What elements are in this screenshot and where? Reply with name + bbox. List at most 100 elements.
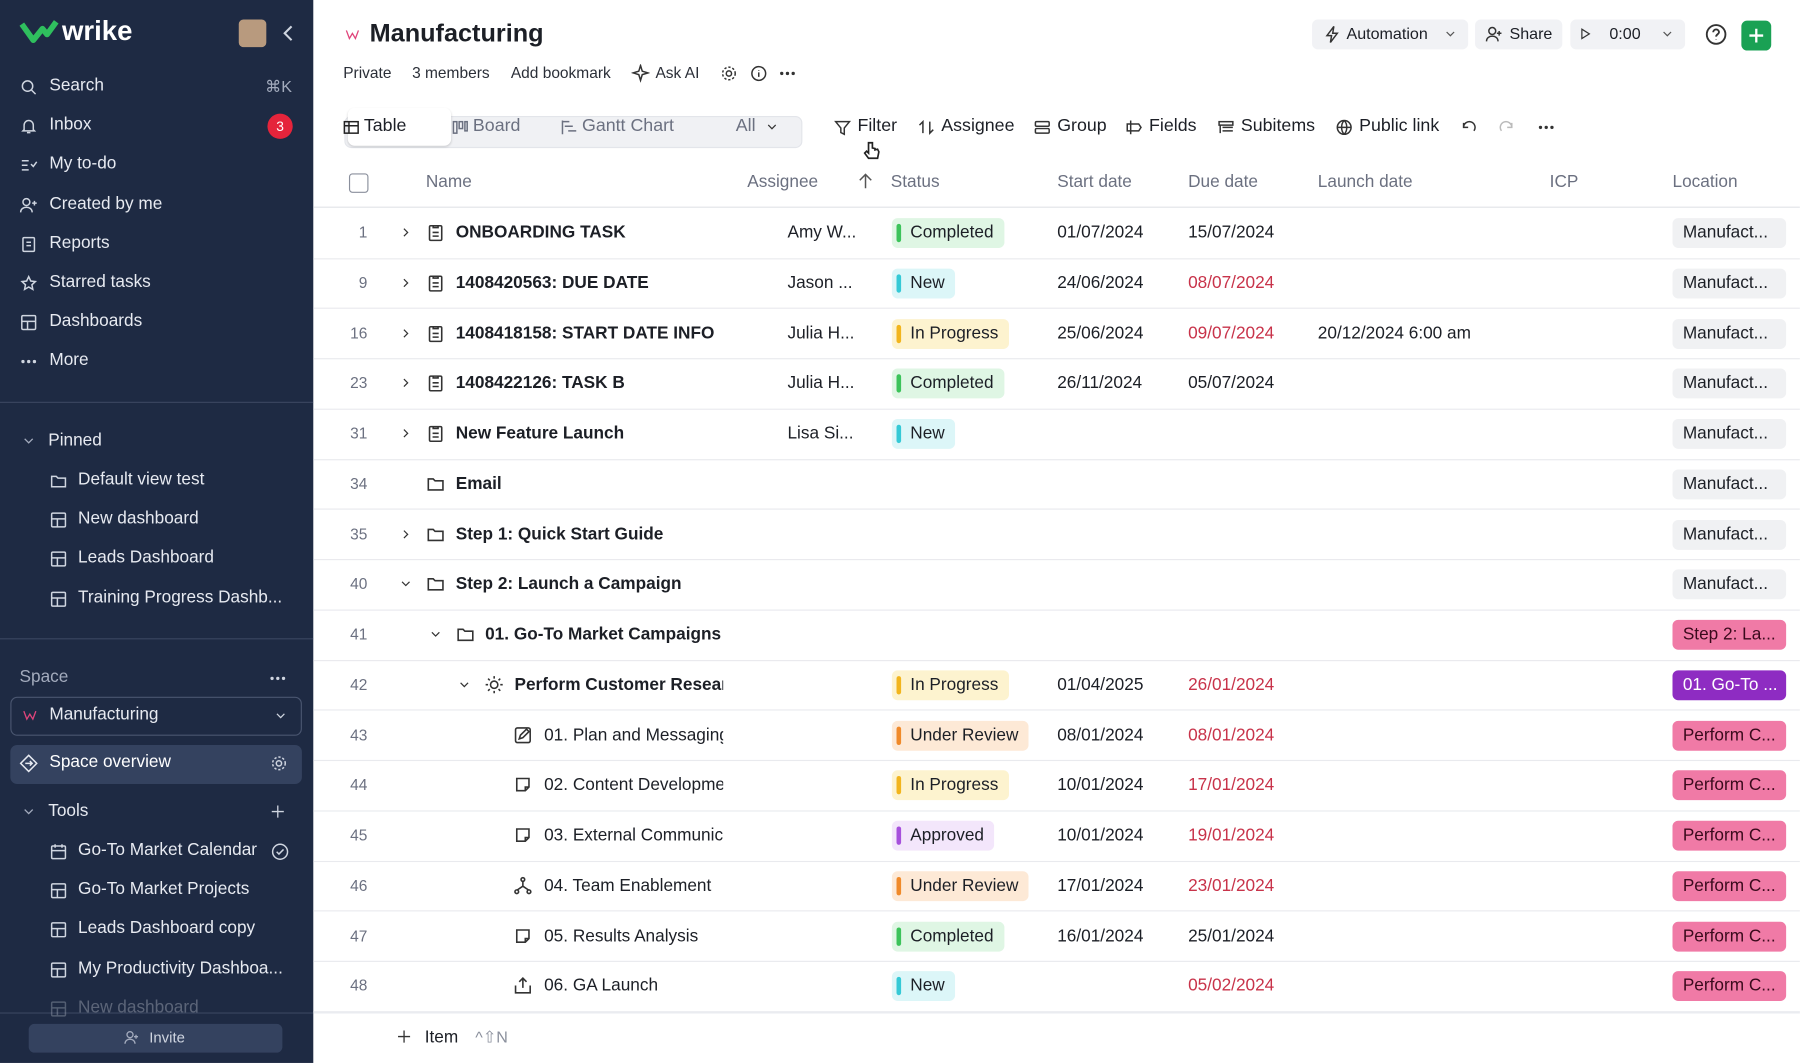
pinned-item[interactable]: New dashboard <box>78 508 199 529</box>
nav-item[interactable]: My to-do <box>49 154 117 174</box>
table-row[interactable]: 45 03. External Communication Approved 10/0… <box>313 810 1800 862</box>
nav-item[interactable]: Created by me <box>49 193 163 214</box>
task-name[interactable]: 01. Plan and Messaging <box>544 724 724 745</box>
view-tab[interactable]: Board <box>472 115 521 136</box>
task-name[interactable]: 05. Results Analysis <box>544 925 699 946</box>
table-row[interactable]: 9 1408420563: DUE DATE Jason ... New 24/06/2… <box>313 258 1800 310</box>
location-chip[interactable]: Perform C... <box>1672 720 1787 751</box>
location-chip[interactable]: Manufact... <box>1672 218 1787 248</box>
status-chip[interactable]: New <box>891 418 956 449</box>
tool-item[interactable]: Leads Dashboard copy <box>78 918 256 939</box>
nav-item[interactable]: More <box>49 350 89 371</box>
location-chip[interactable]: Manufact... <box>1672 469 1787 500</box>
table-row[interactable]: 40 Step 2: Launch a Campaign Manufact... <box>313 559 1800 611</box>
user-avatar[interactable] <box>238 19 267 48</box>
meta-link[interactable]: Ask AI <box>655 64 700 82</box>
pinned-item[interactable]: Default view test <box>78 469 205 490</box>
add-item[interactable]: Item <box>424 1027 459 1047</box>
meta-link[interactable]: 3 members <box>412 64 490 82</box>
tool-item[interactable]: My Productivity Dashboa... <box>78 958 283 978</box>
location-chip[interactable]: Perform C... <box>1672 921 1787 952</box>
status-chip[interactable]: Under Review <box>891 870 1029 901</box>
table-row[interactable]: 34 Email Manufact... <box>313 459 1800 511</box>
task-name[interactable]: Perform Customer Research <box>514 674 723 695</box>
column-header[interactable]: Status <box>890 172 940 192</box>
task-name[interactable]: 04. Team Enablement <box>544 875 712 896</box>
task-name[interactable]: ONBOARDING TASK <box>455 222 626 243</box>
task-name[interactable]: 02. Content Development <box>544 775 724 795</box>
collapse-icon[interactable] <box>281 24 295 42</box>
pinned-item[interactable]: Leads Dashboard <box>78 547 214 568</box>
task-name[interactable]: 03. External Communication <box>544 825 724 845</box>
table-row[interactable]: 46 04. Team Enablement Under Review 17/01/2… <box>313 861 1800 912</box>
table-row[interactable]: 23 1408422126: TASK B Julia H... Completed 2… <box>313 358 1800 410</box>
column-header[interactable]: ICP <box>1549 172 1579 192</box>
toolbar-btn[interactable]: Assignee <box>941 115 1015 136</box>
location-chip[interactable]: Manufact... <box>1672 318 1787 349</box>
table-row[interactable]: 43 01. Plan and Messaging Under Review 08/0… <box>313 710 1800 762</box>
space-name[interactable]: Manufacturing <box>49 704 159 725</box>
table-row[interactable]: 48 06. GA Launch New 05/02/2024 Perform C... <box>313 961 1800 1013</box>
share-btn[interactable] <box>1475 19 1563 50</box>
location-chip[interactable]: Perform C... <box>1672 971 1787 1002</box>
location-chip[interactable]: Manufact... <box>1672 368 1787 399</box>
select-all[interactable] <box>348 173 369 193</box>
task-name[interactable]: 1408420563: DUE DATE <box>455 272 649 293</box>
status-chip[interactable]: New <box>891 971 956 1002</box>
location-chip[interactable]: Perform C... <box>1672 870 1787 901</box>
status-chip[interactable]: In Progress <box>891 318 1009 349</box>
task-name[interactable]: Step 1: Quick Start Guide <box>455 524 664 544</box>
nav-item[interactable]: Dashboards <box>49 311 143 331</box>
action[interactable]: Automation <box>1346 24 1428 43</box>
table-row[interactable]: 35 Step 1: Quick Start Guide Manufact... <box>313 509 1800 561</box>
column-header[interactable]: Launch date <box>1317 172 1413 192</box>
status-chip[interactable]: Under Review <box>891 720 1029 751</box>
status-chip[interactable]: New <box>891 268 956 299</box>
task-name[interactable]: Email <box>455 473 502 494</box>
location-chip[interactable]: 01. Go-To ... <box>1672 670 1787 700</box>
status-chip[interactable]: In Progress <box>891 770 1009 801</box>
automation-btn[interactable] <box>1312 19 1469 50</box>
location-chip[interactable]: Manufact... <box>1672 569 1787 600</box>
table-row[interactable]: 41 01. Go-To Market Campaigns Step 2: La..… <box>313 610 1800 661</box>
space-overview[interactable]: Space overview <box>49 751 171 772</box>
table-row[interactable]: 16 1408418158: START DATE INFO Julia H... I… <box>313 308 1800 360</box>
nav-item[interactable]: Starred tasks <box>49 272 151 292</box>
nav-item[interactable]: Reports <box>49 232 110 253</box>
task-name[interactable]: 01. Go-To Market Campaigns <box>485 624 722 644</box>
table-row[interactable]: 42 Perform Customer Research In Progress 01… <box>313 660 1800 712</box>
toolbar-btn[interactable]: Group <box>1057 115 1107 136</box>
status-chip[interactable]: Approved <box>891 820 995 851</box>
view-tab[interactable]: Gantt Chart <box>581 115 674 136</box>
toolbar-btn[interactable]: Filter <box>857 115 898 136</box>
meta-link[interactable]: Private <box>343 64 392 82</box>
view-tab-active[interactable] <box>347 107 452 146</box>
view-tab[interactable]: All <box>735 115 756 136</box>
meta-link[interactable]: Add bookmark <box>510 64 611 82</box>
nav-item[interactable]: Search <box>49 75 104 96</box>
column-header[interactable]: Name <box>425 172 472 192</box>
location-chip[interactable]: Perform C... <box>1672 770 1787 801</box>
column-header[interactable]: Assignee <box>747 172 819 192</box>
tool-item[interactable]: Go-To Market Projects <box>78 879 250 900</box>
table-row[interactable]: 31 New Feature Launch Lisa Si... New Manufac… <box>313 409 1800 460</box>
tool-item[interactable]: Go-To Market Calendar <box>78 840 258 860</box>
table-row[interactable]: 47 05. Results Analysis Completed 16/01/202… <box>313 911 1800 963</box>
location-chip[interactable]: Manufact... <box>1672 519 1787 550</box>
task-name[interactable]: New Feature Launch <box>455 423 625 444</box>
column-header[interactable]: Due date <box>1188 172 1258 192</box>
status-chip[interactable]: Completed <box>891 218 1004 248</box>
column-header[interactable]: Location <box>1672 172 1738 192</box>
task-name[interactable]: Step 2: Launch a Campaign <box>455 574 682 594</box>
pinned-item[interactable]: Training Progress Dashb... <box>78 587 283 607</box>
task-name[interactable]: 06. GA Launch <box>544 976 659 996</box>
location-chip[interactable]: Perform C... <box>1672 820 1787 851</box>
toolbar-btn[interactable]: Fields <box>1149 115 1197 136</box>
invite-button[interactable] <box>28 1023 283 1053</box>
status-chip[interactable]: In Progress <box>891 670 1009 700</box>
tool-item[interactable]: New dashboard <box>78 997 199 1014</box>
table-row[interactable]: 44 02. Content Development In Progress 10/0… <box>313 760 1800 812</box>
location-chip[interactable]: Manufact... <box>1672 418 1787 449</box>
space-select[interactable] <box>10 696 302 736</box>
invite[interactable]: Invite <box>149 1028 185 1046</box>
